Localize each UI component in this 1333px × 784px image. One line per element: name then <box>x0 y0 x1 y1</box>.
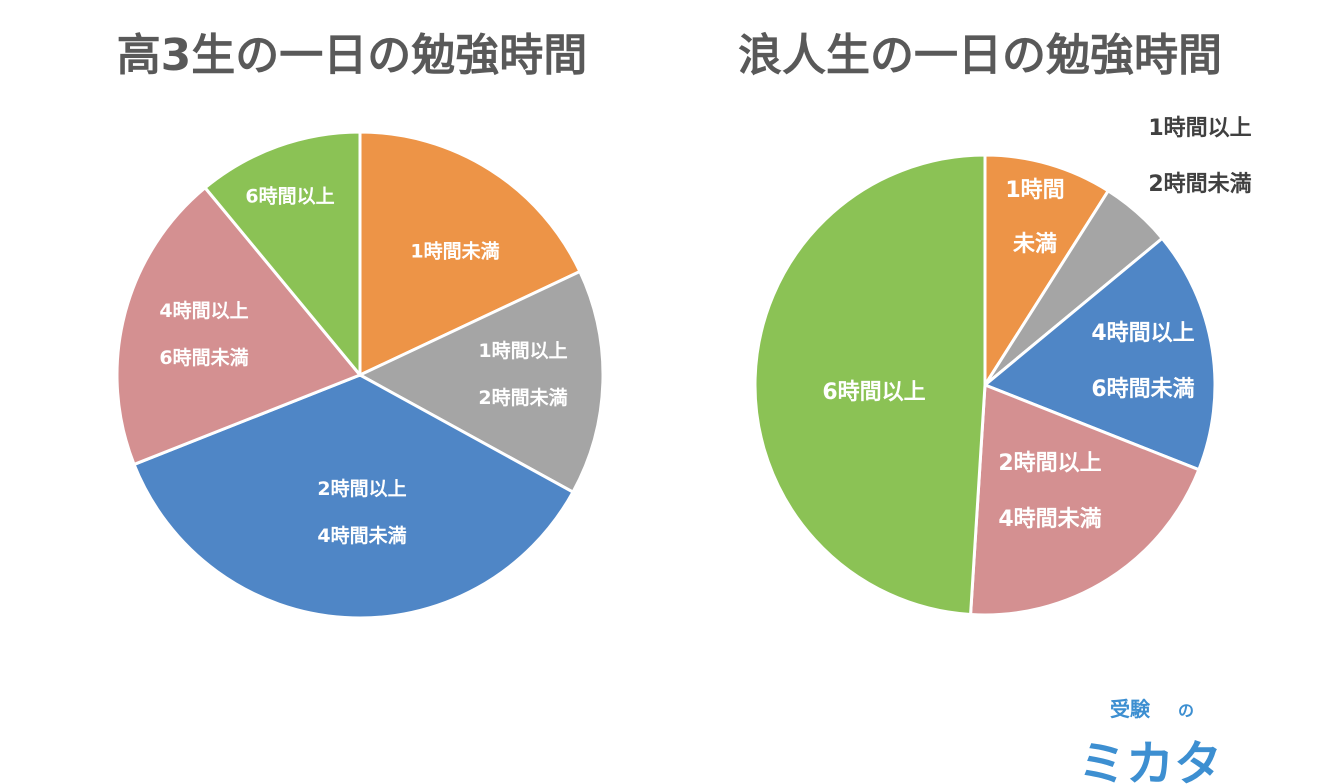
pie-label-1-2-line-0: 4時間以上 <box>1091 321 1194 346</box>
site-logo: 受験 の ミカタ <box>1078 697 1222 784</box>
pie-label-0-1-line-0: 1時間以上 <box>478 340 567 362</box>
pie-label-1-1-line-0: 1時間以上 <box>1148 116 1251 141</box>
pie-slice-1-2 <box>983 236 1217 472</box>
pie-slice-0-0 <box>358 130 582 377</box>
pie-label-0-3-line-0: 4時間以上 <box>159 300 248 322</box>
pie-label-1-0-line-1: 未満 <box>1013 231 1057 257</box>
pie-labels-ronin: 1時間未満 1時間以上 2時間未満 4時間以上 6時間未満 2時間以上 4時間未満 6時間以上 <box>822 116 1251 532</box>
pie-label-0-2-line-1: 4時間未満 <box>317 524 406 547</box>
pie-slice-0-4 <box>203 130 362 377</box>
pie-chart-high-school: 高3生の一日の勉強時間 1時間未満 1時間以上 2時間未満 2時間以上 4時間未満 4時間… <box>115 30 605 620</box>
pie-slice-1-3 <box>969 383 1201 617</box>
pie-label-1-0-line-0: 1時間 <box>1005 178 1064 203</box>
pie-slice-1-0 <box>983 153 1110 387</box>
pie-label-1-3-line-0: 2時間以上 <box>998 451 1101 476</box>
logo-small-text: の <box>1178 701 1194 720</box>
chart-title-ronin: 浪人生の一日の勉強時間 <box>738 30 1222 81</box>
pie-slices-ronin <box>753 153 1217 617</box>
pie-slice-0-1 <box>358 270 605 494</box>
pie-label-1-2-line-1: 6時間未満 <box>1091 376 1194 402</box>
chart-title-high-school: 高3生の一日の勉強時間 <box>117 30 588 81</box>
pie-slice-1-4 <box>753 153 987 617</box>
pie-label-0-2-line-0: 2時間以上 <box>317 478 406 500</box>
pie-chart-ronin: 浪人生の一日の勉強時間 1時間未満 1時間以上 2時間未満 4時間以上 6時間未満 2時間… <box>738 30 1252 617</box>
pie-labels-high-school: 1時間未満 1時間以上 2時間未満 2時間以上 4時間未満 4時間以上 6時間未満 6時間以上 <box>159 186 567 548</box>
pie-label-0-3-line-1: 6時間未満 <box>159 346 248 369</box>
pie-slice-0-3 <box>115 186 362 466</box>
logo-main-text: ミカタ <box>1078 736 1222 784</box>
pie-slice-0-2 <box>132 373 575 620</box>
pie-label-1-4-line-0: 6時間以上 <box>822 380 925 405</box>
pie-label-0-0-line-0: 1時間未満 <box>410 240 499 263</box>
logo-top-text: 受験 <box>1110 697 1151 721</box>
pie-label-1-3-line-1: 4時間未満 <box>998 506 1101 532</box>
pie-label-0-1-line-1: 2時間未満 <box>478 386 567 409</box>
pie-slices-high-school <box>115 130 605 620</box>
pie-label-0-4-line-0: 6時間以上 <box>245 186 334 208</box>
pie-label-1-1-line-1: 2時間未満 <box>1148 171 1251 197</box>
